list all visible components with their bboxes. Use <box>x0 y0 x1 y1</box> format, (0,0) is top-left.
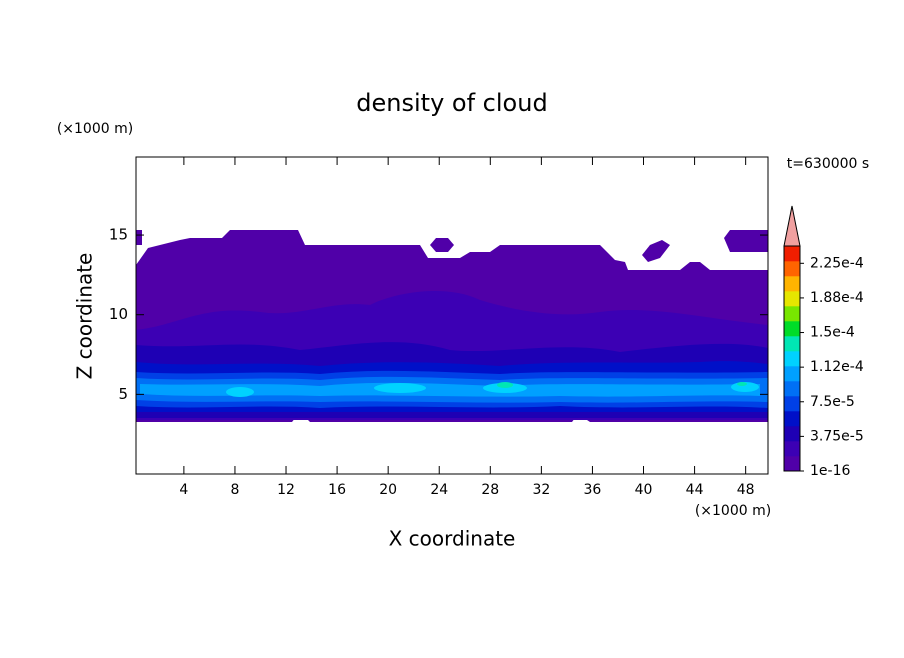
x-tick-label: 48 <box>737 482 755 498</box>
colorbar-band <box>784 291 800 307</box>
y-tick-label: 10 <box>109 305 128 323</box>
x-tick-label: 16 <box>328 482 346 498</box>
x-tick-label: 40 <box>635 482 653 498</box>
contour-field <box>136 230 768 422</box>
contour-band <box>374 383 426 393</box>
colorbar-tick-label: 1e-16 <box>810 463 850 479</box>
x-tick-label: 4 <box>179 482 188 498</box>
x-tick-label: 28 <box>481 482 499 498</box>
colorbar-band <box>784 351 800 367</box>
x-tick-label: 32 <box>532 482 550 498</box>
colorbar-band <box>784 246 800 262</box>
colorbar-tick-label: 1.88e-4 <box>810 290 864 306</box>
colorbar-tick-label: 7.5e-5 <box>810 394 855 410</box>
x-axis-label: X coordinate <box>389 527 516 551</box>
colorbar-band <box>784 306 800 322</box>
y-unit: (×1000 m) <box>57 121 133 137</box>
x-tick-label: 36 <box>584 482 602 498</box>
chart-title: density of cloud <box>356 89 547 117</box>
x-tick-label: 20 <box>379 482 397 498</box>
time-label: t=630000 s <box>787 156 869 172</box>
colorbar-band <box>784 321 800 337</box>
colorbar-band <box>784 381 800 397</box>
x-tick-label: 24 <box>430 482 448 498</box>
colorbar-band <box>784 456 800 472</box>
colorbar-band <box>784 276 800 292</box>
contour-band <box>737 382 747 386</box>
colorbar-tick-label: 3.75e-5 <box>810 428 864 444</box>
colorbar-frame <box>783 245 801 472</box>
y-tick-label: 15 <box>109 226 128 244</box>
colorbar-band <box>784 396 800 412</box>
y-axis-label: Z coordinate <box>73 253 97 380</box>
contour-band <box>226 387 254 397</box>
contour-band <box>136 230 142 245</box>
contour-band <box>642 240 670 262</box>
colorbar-band <box>784 441 800 457</box>
contour-band <box>430 238 454 252</box>
plot-frame <box>135 156 769 475</box>
colorbar-tick-label: 1.12e-4 <box>810 359 864 375</box>
contour-band <box>724 230 768 252</box>
x-unit: (×1000 m) <box>695 503 771 519</box>
x-tick-label: 8 <box>230 482 239 498</box>
x-tick-label: 12 <box>277 482 295 498</box>
colorbar-tick-label: 1.5e-4 <box>810 325 855 341</box>
colorbar-band <box>784 366 800 382</box>
colorbar-band <box>784 336 800 352</box>
colorbar-band <box>784 411 800 427</box>
contour-band <box>497 382 513 388</box>
colorbar-band <box>784 261 800 277</box>
x-tick-label: 44 <box>686 482 704 498</box>
contour-band <box>140 382 760 397</box>
colorbar-band <box>784 426 800 442</box>
colorbar-tick-label: 2.25e-4 <box>810 255 864 271</box>
y-tick-label: 5 <box>118 385 128 403</box>
